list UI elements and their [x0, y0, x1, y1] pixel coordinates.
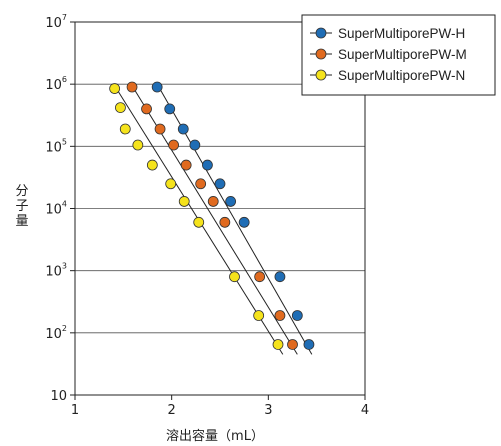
y-tick-base: 10 [45, 327, 62, 342]
data-point-supermultiporepw-n [178, 196, 190, 207]
legend-item-supermultiporepw-n: SuperMultiporePW-N [310, 68, 465, 83]
data-point-supermultiporepw-h [214, 178, 226, 190]
data-point-supermultiporepw-n [115, 102, 126, 113]
y-axis-title-char: 分 [15, 184, 28, 199]
y-tick-label: 10 [50, 389, 67, 404]
legend-marker [315, 27, 327, 39]
data-point-supermultiporepw-m [126, 81, 138, 93]
data-point-supermultiporepw-n [165, 178, 177, 190]
data-point-supermultiporepw-m [168, 139, 180, 151]
data-point-supermultiporepw-m [141, 103, 152, 115]
data-point-supermultiporepw-h [238, 216, 250, 228]
x-axis-title: 溶出容量（mL） [166, 428, 264, 444]
data-point-supermultiporepw-h [291, 310, 303, 321]
y-tick-label: 104 [45, 200, 67, 218]
y-tick-label: 103 [45, 262, 67, 280]
legend-item-supermultiporepw-m: SuperMultiporePW-M [310, 47, 467, 62]
data-point-supermultiporepw-h [189, 139, 201, 151]
legend-label: SuperMultiporePW-H [338, 26, 465, 41]
data-point-supermultiporepw-h [202, 159, 213, 171]
data-point-supermultiporepw-n [109, 83, 121, 94]
y-tick-base: 10 [45, 16, 62, 31]
y-tick-exponent: 3 [62, 262, 67, 271]
x-tick-label: 1 [71, 403, 79, 418]
x-tick-label: 3 [264, 403, 272, 418]
legend-label: SuperMultiporePW-N [338, 68, 465, 83]
y-tick-exponent: 2 [62, 324, 67, 333]
y-tick-exponent: 7 [62, 13, 67, 22]
data-point-supermultiporepw-h [274, 271, 286, 283]
gridlines [75, 83, 365, 334]
data-point-supermultiporepw-m [287, 339, 298, 350]
x-tick-label: 4 [361, 403, 369, 418]
data-point-supermultiporepw-m [254, 271, 266, 283]
y-tick-label: 102 [45, 324, 67, 342]
data-point-supermultiporepw-m [207, 196, 219, 207]
data-point-supermultiporepw-m [180, 159, 192, 171]
data-points [109, 81, 315, 350]
legend: SuperMultiporePW-H SuperMultiporePW-M Supe… [301, 14, 496, 96]
fit-line-supermultiporepw-m [130, 83, 298, 355]
data-point-supermultiporepw-h [151, 81, 163, 93]
y-tick-base: 10 [45, 203, 62, 218]
y-tick-exponent: 5 [62, 137, 67, 146]
legend-label: SuperMultiporePW-M [338, 47, 467, 62]
y-tick-label: 105 [45, 137, 67, 155]
data-point-supermultiporepw-m [195, 178, 207, 190]
data-point-supermultiporepw-h [225, 196, 237, 207]
x-axis-ticks: 1 2 3 4 [71, 395, 369, 418]
data-point-supermultiporepw-m [219, 216, 231, 228]
data-point-supermultiporepw-n [229, 271, 240, 283]
legend-marker [315, 69, 327, 81]
y-tick-base: 10 [45, 78, 62, 93]
legend-marker [315, 48, 327, 60]
data-point-supermultiporepw-h [177, 123, 189, 135]
data-point-supermultiporepw-h [164, 103, 176, 115]
data-point-supermultiporepw-h [303, 339, 315, 350]
legend-items: SuperMultiporePW-H SuperMultiporePW-M Supe… [310, 26, 467, 83]
data-point-supermultiporepw-m [274, 310, 286, 321]
y-axis-title: 分子量 [15, 184, 28, 229]
legend-box [301, 14, 496, 96]
data-point-supermultiporepw-n [146, 159, 158, 171]
y-tick-base: 10 [50, 389, 67, 404]
y-tick-base: 10 [45, 140, 62, 155]
y-tick-exponent: 4 [62, 200, 67, 209]
data-point-supermultiporepw-n [253, 310, 265, 321]
y-tick-exponent: 6 [62, 75, 67, 84]
y-axis-title-char: 子 [15, 199, 28, 214]
data-point-supermultiporepw-n [193, 216, 205, 228]
y-tick-label: 106 [45, 75, 67, 93]
x-tick-label: 2 [168, 403, 176, 418]
y-axis-title-char: 量 [15, 214, 28, 229]
legend-item-supermultiporepw-h: SuperMultiporePW-H [310, 26, 465, 41]
y-tick-label: 107 [45, 13, 67, 31]
data-point-supermultiporepw-n [119, 123, 131, 135]
data-point-supermultiporepw-n [272, 339, 284, 350]
y-tick-base: 10 [45, 265, 62, 280]
data-point-supermultiporepw-m [154, 123, 166, 135]
data-point-supermultiporepw-n [132, 139, 144, 151]
